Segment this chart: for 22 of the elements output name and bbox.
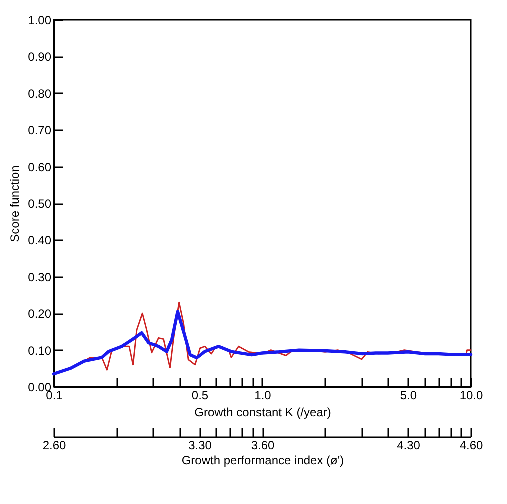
y-tick-label: 0.80 — [28, 86, 52, 101]
x-tick-label: 10.0 — [460, 388, 484, 402]
y-tick-label: 0.20 — [28, 307, 52, 322]
y-tick-label: 0.30 — [28, 270, 52, 284]
y-tick-label: 0.40 — [28, 234, 52, 248]
x-tick-label: 0.5 — [192, 388, 209, 402]
x2-axis-title: Growth performance index (ø') — [182, 454, 344, 468]
y-tick-label: 1.00 — [28, 14, 52, 28]
x2-tick-label: 3.30 — [188, 438, 212, 452]
y-tick-label: 0.60 — [28, 160, 52, 174]
x-tick-label: 5.0 — [400, 388, 418, 402]
y-tick-label: 0.90 — [28, 50, 52, 64]
x-tick-label: 1.0 — [254, 388, 272, 402]
x2-tick-label: 4.60 — [460, 438, 484, 452]
x2-tick-label: 4.30 — [397, 438, 421, 452]
x-axis-title: Growth constant K (/year) — [194, 406, 332, 420]
y-tick-label: 0.50 — [28, 197, 52, 211]
x2-tick-label: 2.60 — [42, 438, 66, 452]
x2-tick-label: 3.60 — [251, 438, 275, 452]
y-tick-label: 0.70 — [28, 124, 52, 138]
y-axis-title: Score function — [8, 166, 22, 242]
y-tick-label: 0.10 — [28, 344, 52, 358]
